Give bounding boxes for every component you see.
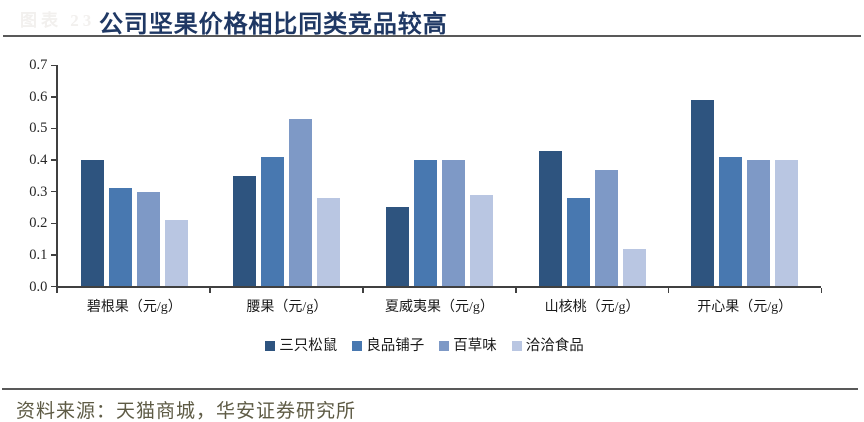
category-label: 腰果（元/g）: [246, 300, 328, 315]
y-axis-tick: [51, 127, 57, 130]
x-axis-tick: [821, 287, 823, 293]
y-axis-tick-label: 0.1: [29, 246, 48, 263]
y-axis-tick-label: 0.2: [29, 215, 48, 232]
y-axis-tick: [51, 285, 57, 288]
bar-百草味-腰果（元/g）: [289, 118, 313, 287]
chart-legend: 三只松鼠 良品铺子 百草味 洽洽食品: [43, 337, 806, 355]
bar-三只松鼠-腰果（元/g）: [233, 175, 257, 287]
bar-良品铺子-夏威夷果（元/g）: [414, 160, 437, 287]
y-axis-tick: [51, 190, 57, 193]
legend-item-三只松鼠: 三只松鼠: [265, 337, 338, 354]
bar-洽洽食品-腰果（元/g）: [317, 197, 341, 287]
bar-百草味-开心果（元/g）: [747, 160, 771, 287]
bar-洽洽食品-夏威夷果（元/g）: [470, 194, 493, 287]
y-axis-tick-label: 0.6: [29, 88, 48, 105]
legend-item-洽洽食品: 洽洽食品: [511, 337, 584, 354]
x-axis-tick: [362, 287, 364, 293]
bar-良品铺子-开心果（元/g）: [719, 156, 743, 287]
bar-三只松鼠-碧根果（元/g）: [80, 160, 104, 287]
y-axis-tick: [51, 96, 57, 98]
x-axis-tick: [209, 287, 211, 293]
y-axis-tick-label: 0.5: [29, 120, 48, 137]
x-axis-tick: [515, 287, 517, 293]
legend-swatch-icon: [352, 341, 363, 351]
y-axis-tick-label: 0.3: [29, 183, 48, 200]
data-source-note: 资料来源：天猫商城，华安证券研究所: [16, 401, 357, 422]
x-axis-tick: [668, 287, 670, 293]
legend-swatch-icon: [265, 341, 276, 351]
legend-swatch-icon: [439, 341, 450, 351]
category-label: 开心果（元/g）: [697, 300, 793, 315]
bar-三只松鼠-开心果（元/g）: [691, 99, 715, 287]
y-axis-tick: [51, 222, 57, 224]
legend-item-良品铺子: 良品铺子: [352, 337, 425, 354]
category-label: 夏威夷果（元/g）: [385, 300, 494, 315]
category-label: 山核桃（元/g）: [544, 300, 640, 315]
figure-number-label: 图表 23: [20, 11, 96, 30]
bar-百草味-碧根果（元/g）: [136, 191, 160, 287]
bar-洽洽食品-碧根果（元/g）: [164, 220, 188, 287]
bar-三只松鼠-山核桃（元/g）: [538, 150, 562, 287]
bar-三只松鼠-夏威夷果（元/g）: [386, 207, 409, 287]
y-axis-tick: [51, 64, 57, 66]
legend-label: 三只松鼠: [279, 337, 338, 354]
y-axis-tick-label: 0.4: [29, 152, 48, 169]
bar-洽洽食品-山核桃（元/g）: [622, 248, 646, 287]
chart-header: 图表 23 公司坚果价格相比同类竞品较高: [0, 0, 864, 38]
legend-label: 良品铺子: [366, 337, 425, 354]
legend-label: 洽洽食品: [525, 337, 584, 354]
y-axis-tick: [51, 159, 57, 161]
bar-良品铺子-碧根果（元/g）: [108, 188, 132, 287]
footer-divider-line: [2, 388, 858, 390]
bar-洽洽食品-开心果（元/g）: [775, 160, 799, 287]
y-axis-tick-label: 0.7: [29, 57, 48, 74]
chart-title: 公司坚果价格相比同类竞品较高: [99, 12, 448, 38]
y-axis-tick: [51, 254, 57, 256]
bar-良品铺子-山核桃（元/g）: [566, 197, 590, 287]
y-axis-tick-label: 0.0: [29, 278, 48, 295]
bar-百草味-山核桃（元/g）: [594, 169, 618, 287]
bar-良品铺子-腰果（元/g）: [261, 156, 285, 287]
legend-label: 百草味: [453, 337, 497, 354]
bar-百草味-夏威夷果（元/g）: [442, 160, 465, 287]
legend-swatch-icon: [511, 341, 522, 351]
legend-item-百草味: 百草味: [439, 337, 497, 354]
header-divider-line: [3, 35, 861, 38]
category-label: 碧根果（元/g）: [86, 300, 182, 315]
y-axis-line: [56, 65, 58, 288]
x-axis-tick: [56, 287, 58, 293]
x-axis-line: [56, 285, 821, 288]
